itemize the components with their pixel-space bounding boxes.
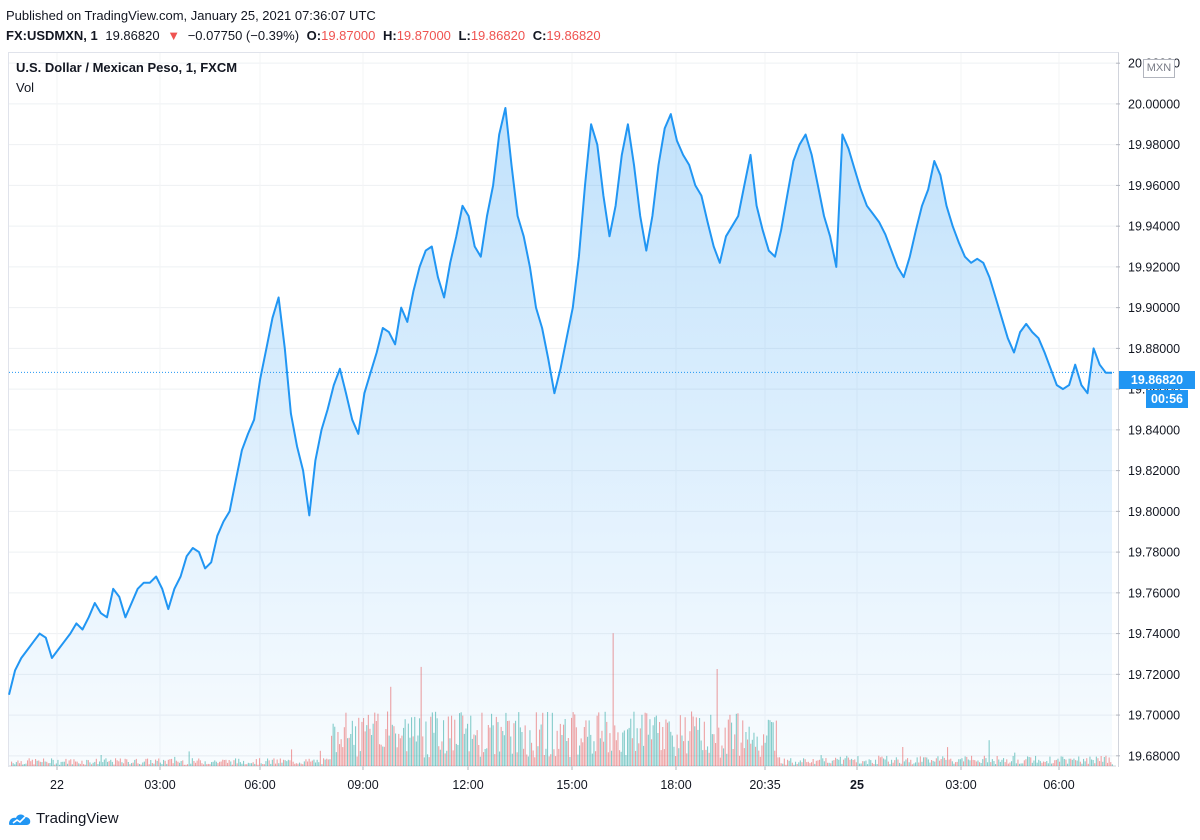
currency-badge[interactable]: MXN (1143, 59, 1175, 78)
volume-legend[interactable]: Vol (16, 80, 35, 95)
y-tick-label: 19.80000 (1128, 505, 1180, 519)
close-label: C: (532, 28, 547, 43)
series-title[interactable]: U.S. Dollar / Mexican Peso, 1, FXCM (16, 60, 238, 75)
down-arrow-icon: ▼ (167, 28, 181, 43)
low-label: L: (458, 28, 471, 43)
high-label: H: (382, 28, 397, 43)
y-tick-label: 19.70000 (1128, 709, 1180, 723)
brand-name: TradingView (36, 810, 119, 827)
x-tick-label: 03:00 (144, 778, 175, 792)
x-tick-label: 09:00 (347, 778, 378, 792)
bar-countdown-tag: 00:56 (1146, 390, 1188, 408)
series-legend: U.S. Dollar / Mexican Peso, 1, FXCM Vol (16, 58, 237, 98)
x-tick-label: 20:35 (749, 778, 780, 792)
y-tick-label: 19.90000 (1128, 301, 1180, 315)
x-tick-label: 18:00 (660, 778, 691, 792)
y-tick-label: 19.92000 (1128, 260, 1180, 274)
x-tick-label: 25 (850, 778, 864, 792)
x-tick-label: 22 (50, 778, 64, 792)
last-price-tag: 19.86820 (1119, 371, 1195, 389)
open-label: O: (306, 28, 322, 43)
footer-brand[interactable]: TradingView (6, 808, 119, 830)
y-tick-label: 19.88000 (1128, 342, 1180, 356)
x-tick-label: 06:00 (244, 778, 275, 792)
price-area-fill (9, 108, 1112, 766)
symbol-label[interactable]: FX:USDMXN, 1 (6, 28, 98, 43)
y-tick-label: 20.00000 (1128, 97, 1180, 111)
x-tick-label: 15:00 (556, 778, 587, 792)
last-price: 19.86820 (105, 28, 160, 43)
price-line (8, 107, 1112, 695)
change-value: −0.07750 (−0.39%) (187, 28, 300, 43)
open-value: 19.87000 (321, 28, 376, 43)
y-tick-label: 19.78000 (1128, 546, 1180, 560)
close-value: 19.86820 (546, 28, 601, 43)
y-tick-label: 19.74000 (1128, 627, 1180, 641)
y-tick-label: 19.68000 (1128, 749, 1180, 763)
y-tick-label: 19.94000 (1128, 220, 1180, 234)
y-tick-label: 19.76000 (1128, 586, 1180, 600)
chart-header: Published on TradingView.com, January 25… (6, 6, 605, 46)
y-tick-label: 19.72000 (1128, 668, 1180, 682)
high-value: 19.87000 (396, 28, 451, 43)
x-tick-label: 03:00 (945, 778, 976, 792)
x-tick-label: 12:00 (452, 778, 483, 792)
chart-pane[interactable] (8, 52, 1119, 767)
tradingview-logo-icon (9, 814, 31, 825)
y-tick-label: 19.98000 (1128, 138, 1180, 152)
y-tick-label: 19.82000 (1128, 464, 1180, 478)
volume-bar (1111, 764, 1113, 766)
x-tick-label: 06:00 (1043, 778, 1074, 792)
y-tick-label: 19.96000 (1128, 179, 1180, 193)
low-value: 19.86820 (470, 28, 526, 43)
published-line: Published on TradingView.com, January 25… (6, 8, 376, 23)
quote-line: FX:USDMXN, 1 19.86820 ▼ −0.07750 (−0.39%… (6, 26, 605, 46)
y-tick-label: 19.84000 (1128, 423, 1180, 437)
